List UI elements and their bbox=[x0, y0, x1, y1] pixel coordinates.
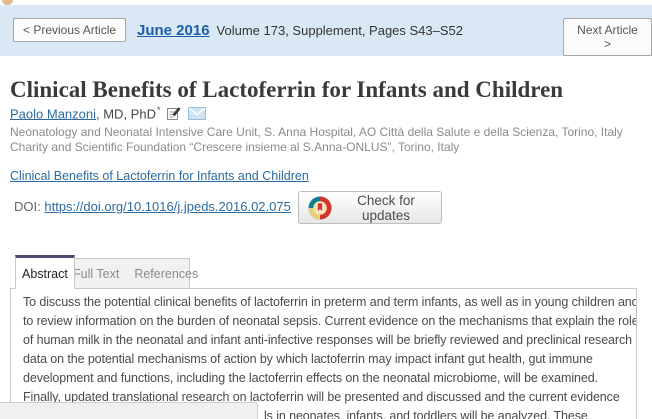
affiliation-1: Neonatology and Neonatal Intensive Care … bbox=[10, 125, 623, 139]
abstract-line: of human milk in the neonatal and infant… bbox=[23, 333, 632, 347]
tab-references[interactable]: References bbox=[134, 266, 199, 281]
issue-info: June 2016 Volume 173, Supplement, Pages S… bbox=[137, 22, 463, 39]
inactive-tab-strip: Full Text References bbox=[62, 258, 198, 289]
doi-label: DOI: bbox=[14, 199, 41, 214]
affiliation-2: Charity and Scientific Foundation “Cresc… bbox=[10, 140, 460, 154]
abstract-line-partially-covered: ls in neonates, infants, and toddlers wi… bbox=[264, 409, 588, 419]
crossmark-logo-icon bbox=[308, 196, 332, 220]
previous-article-button[interactable]: < Previous Article bbox=[13, 18, 127, 42]
cutoff-browser-artifact bbox=[2, 0, 13, 5]
article-title: Clinical Benefits of Lactoferrin for Inf… bbox=[10, 77, 564, 103]
tab-abstract[interactable]: Abstract bbox=[15, 255, 75, 289]
browser-status-bubble bbox=[0, 402, 258, 419]
abstract-line: To discuss the potential clinical benefi… bbox=[23, 295, 636, 309]
abstract-panel: To discuss the potential clinical benefi… bbox=[10, 288, 637, 419]
doi-row: DOI: https://doi.org/10.1016/j.jpeds.201… bbox=[14, 199, 310, 214]
abstract-line: data on the potential mechanisms of acti… bbox=[23, 352, 593, 366]
abstract-text: To discuss the potential clinical benefi… bbox=[11, 289, 636, 419]
tab-full-text[interactable]: Full Text bbox=[73, 266, 120, 281]
author-info-icon[interactable] bbox=[167, 106, 181, 123]
author-name-link[interactable]: Paolo Manzoni bbox=[10, 106, 96, 122]
doi-link[interactable]: https://doi.org/10.1016/j.jpeds.2016.02.… bbox=[44, 199, 291, 214]
next-article-button[interactable]: Next Article > bbox=[563, 18, 652, 56]
author-footnote-mark: * bbox=[156, 105, 161, 115]
article-self-link[interactable]: Clinical Benefits of Lactoferrin for Inf… bbox=[10, 169, 309, 183]
author-line: Paolo Manzoni, MD, PhD* bbox=[10, 105, 206, 123]
issue-detail-text: Volume 173, Supplement, Pages S43–S52 bbox=[216, 23, 464, 38]
email-author-icon[interactable] bbox=[187, 107, 206, 123]
abstract-line: to review information on the burden of n… bbox=[23, 314, 636, 328]
author-degrees: , MD, PhD bbox=[96, 106, 156, 122]
abstract-line: Finally, updated translational research … bbox=[23, 390, 620, 404]
abstract-line: development and functions, including the… bbox=[23, 371, 598, 385]
issue-navigation-bar: < Previous Article June 2016 Volume 173, … bbox=[0, 5, 652, 56]
issue-date-link[interactable]: June 2016 bbox=[137, 22, 210, 39]
check-for-updates-button[interactable]: Check for updates bbox=[298, 191, 442, 224]
check-for-updates-label: Check for updates bbox=[357, 192, 415, 223]
